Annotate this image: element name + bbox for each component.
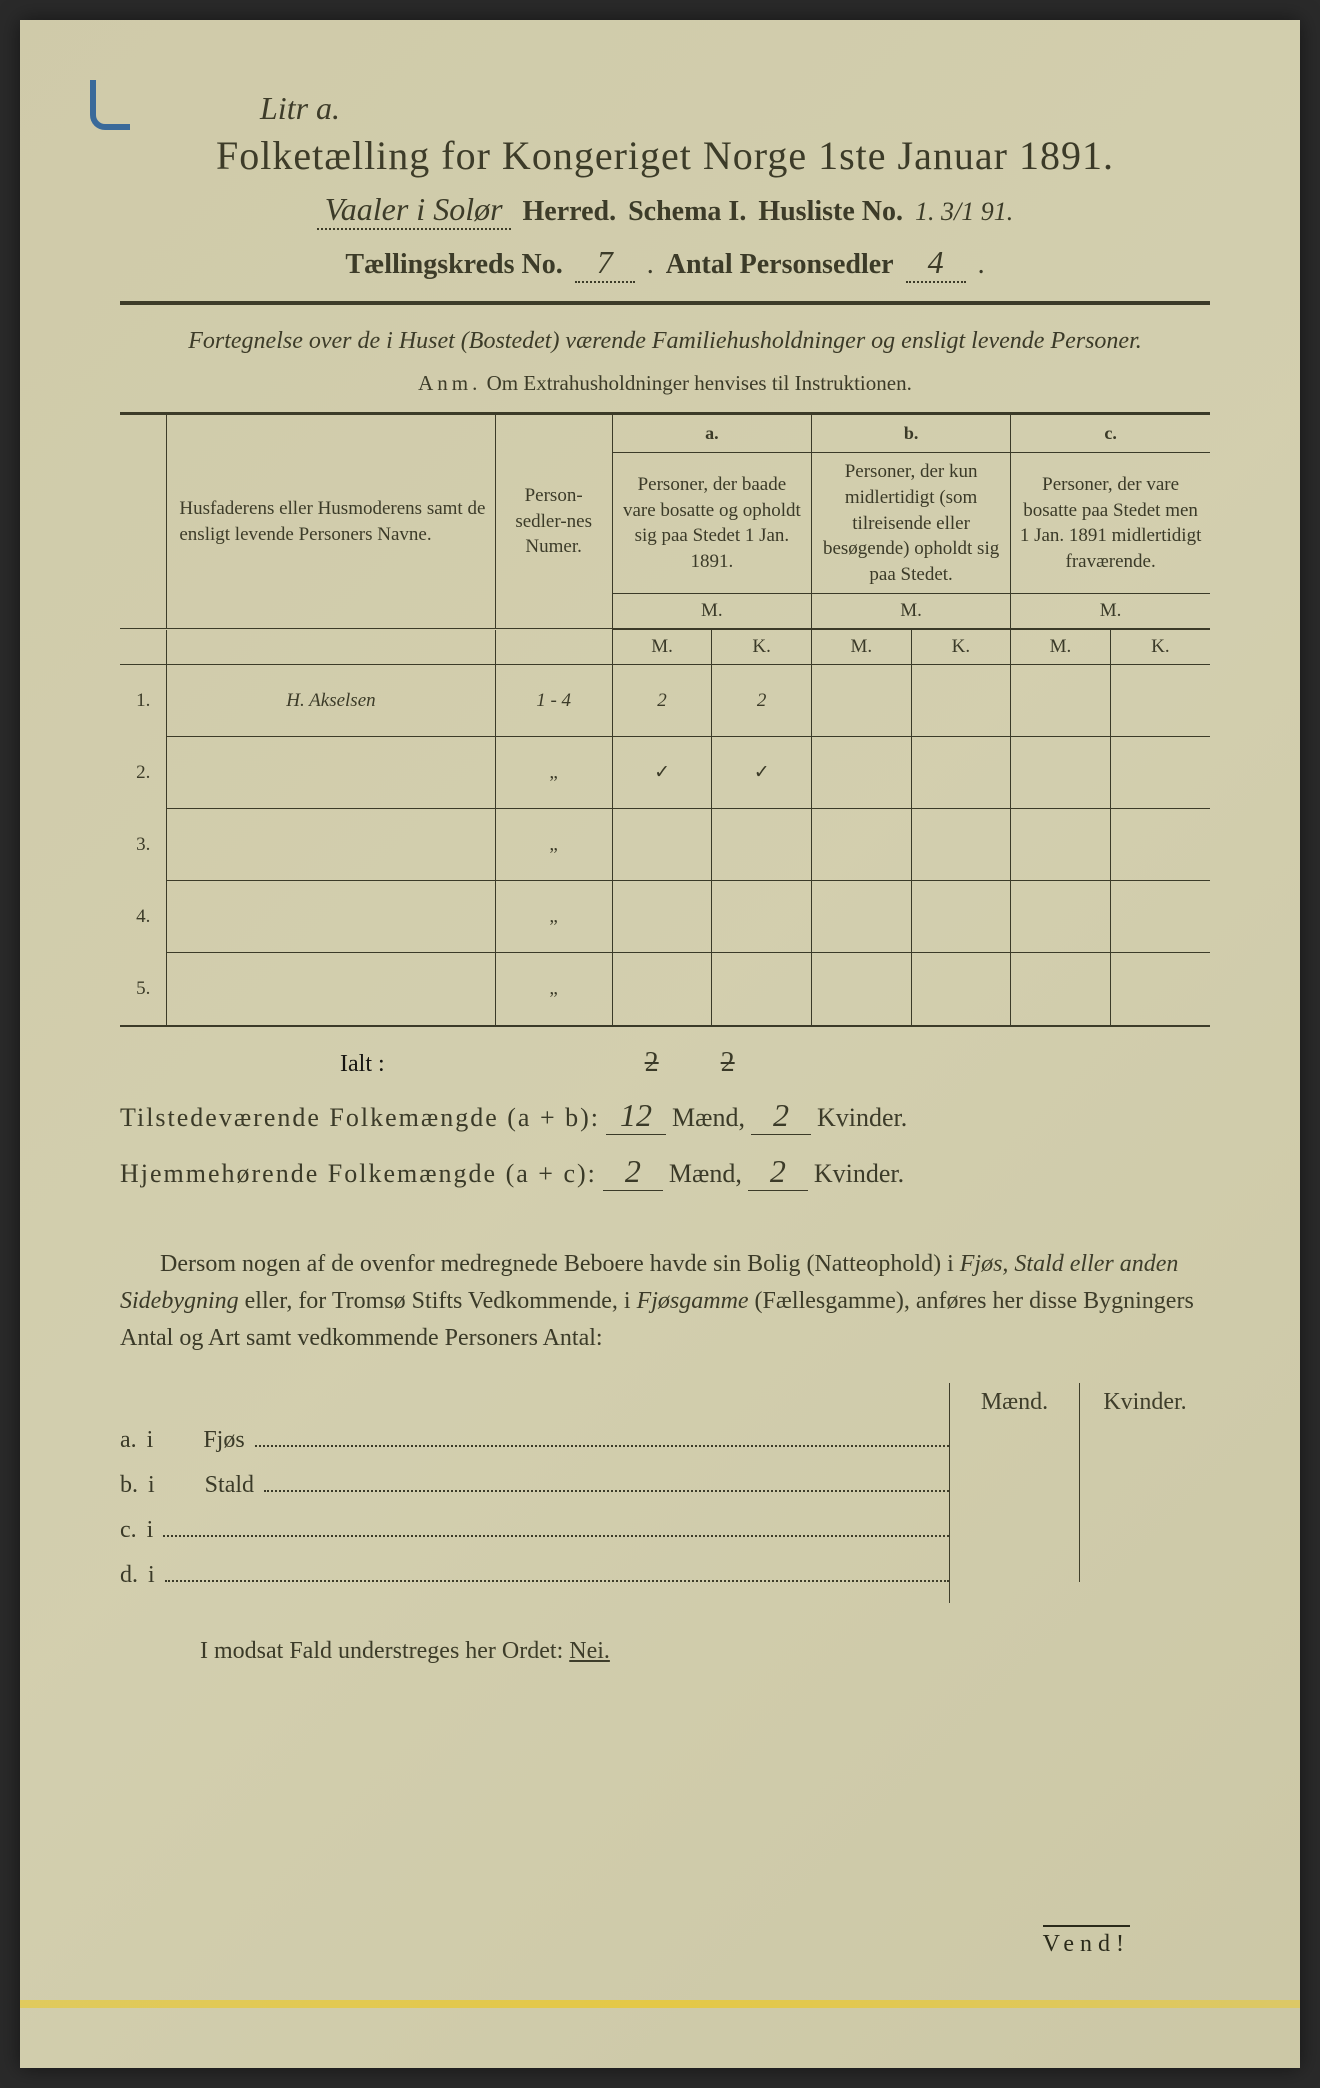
c-k: K. <box>1110 630 1210 665</box>
dots <box>255 1423 949 1447</box>
dots <box>264 1468 949 1492</box>
col2-header: Person-sedler-nes Numer. <box>495 414 612 629</box>
anm-label: Anm. <box>418 371 481 395</box>
table-row: 4. „ <box>120 881 1210 953</box>
summary1-m: 12 <box>606 1097 666 1135</box>
sub-title: Fortegnelse over de i Huset (Bostedet) v… <box>120 325 1210 359</box>
col-a-letter: a. <box>612 414 811 453</box>
vend-label: Vend! <box>1043 1925 1130 1958</box>
schema-label: Schema I. <box>628 196 746 228</box>
header-line-2: Tællingskreds No. 7 . Antal Personsedler… <box>120 244 1210 283</box>
main-table-wrapper: Husfaderens eller Husmoderens samt de en… <box>120 412 1210 1027</box>
yellow-highlight <box>20 2000 1300 2008</box>
col-c-letter: c. <box>1011 414 1210 453</box>
c-k-val <box>1110 665 1210 737</box>
summary2-m: 2 <box>603 1153 663 1191</box>
a-k-val: 2 <box>712 665 812 737</box>
sb-row-b: b. i Stald <box>120 1468 949 1499</box>
b-k: K. <box>911 630 1011 665</box>
sb-header: Mænd. Kvinder. <box>950 1383 1210 1422</box>
a-m: M. <box>612 630 712 665</box>
census-document: Litr a. Folketælling for Kongeriget Norg… <box>20 20 1300 2068</box>
ialt-k: 2 <box>721 1047 735 1078</box>
husliste-value: 1. 3/1 91. <box>915 197 1013 227</box>
b-m-label: M. <box>811 594 1010 629</box>
a-m-label: M. <box>612 594 811 629</box>
header-line-1: Vaaler i Solør Herred. Schema I. Huslist… <box>120 191 1210 230</box>
a-m-val: 2 <box>612 665 712 737</box>
summary2-label: Hjemmehørende Folkemængde (a + c): <box>120 1159 597 1189</box>
sb-row-c: c. i <box>120 1513 949 1544</box>
sidebuilding-section: a. i Fjøs b. i Stald c. i d. i <box>120 1383 1210 1603</box>
sb-left: a. i Fjøs b. i Stald c. i d. i <box>120 1383 949 1603</box>
nei-prefix: I modsat Fald understreges her Ordet: <box>200 1638 563 1664</box>
c-m: M. <box>1011 630 1111 665</box>
main-table: Husfaderens eller Husmoderens samt de en… <box>120 414 1210 630</box>
antal-value: 4 <box>906 244 966 283</box>
nei-line: I modsat Fald understreges her Ordet: Ne… <box>120 1638 1210 1665</box>
col-b-letter: b. <box>811 414 1010 453</box>
sb-row-d: d. i <box>120 1558 949 1589</box>
ialt-m: 2 <box>645 1047 659 1078</box>
col-a-header: Personer, der baade vare bosatte og opho… <box>612 453 811 594</box>
anm-text: Om Extrahusholdninger henvises til Instr… <box>487 371 912 395</box>
dots <box>163 1513 949 1537</box>
sb-header-k: Kvinder. <box>1080 1383 1210 1422</box>
body-paragraph: Dersom nogen af de ovenfor medregnede Be… <box>120 1246 1210 1358</box>
table-row: 1. H. Akselsen 1 - 4 2 2 <box>120 665 1210 737</box>
main-title: Folketælling for Kongeriget Norge 1ste J… <box>120 132 1210 179</box>
antal-label: Antal Personsedler <box>666 249 894 281</box>
summary2-m-label: Mænd, <box>669 1159 742 1189</box>
nei-word: Nei. <box>569 1638 610 1664</box>
ialt-row: Ialt : 2 2 <box>120 1047 1210 1079</box>
sb-row-a: a. i Fjøs <box>120 1423 949 1454</box>
rule-1 <box>120 301 1210 305</box>
sb-label-a: Fjøs <box>203 1427 244 1454</box>
summary-1: Tilstedeværende Folkemængde (a + b): 12 … <box>120 1097 1210 1135</box>
herred-label: Herred. <box>523 196 617 228</box>
a-k: K. <box>712 630 812 665</box>
anm-line: Anm. Om Extrahusholdninger henvises til … <box>120 371 1210 396</box>
table-row: 2. „ ✓ ✓ <box>120 737 1210 809</box>
kreds-label: Tællingskreds No. <box>345 249 562 281</box>
summary-2: Hjemmehørende Folkemængde (a + c): 2 Mæn… <box>120 1153 1210 1191</box>
numer-cell: 1 - 4 <box>495 665 612 737</box>
summary1-k-label: Kvinder. <box>817 1103 907 1133</box>
ialt-label: Ialt : <box>340 1051 385 1078</box>
summary1-m-label: Mænd, <box>672 1103 745 1133</box>
husliste-label: Husliste No. <box>758 196 903 228</box>
sb-label-b: Stald <box>205 1472 254 1499</box>
name-cell: H. Akselsen <box>167 665 495 737</box>
table-row: 5. „ <box>120 953 1210 1025</box>
summary1-k: 2 <box>751 1097 811 1135</box>
col-b-header: Personer, der kun midlertidigt (som tilr… <box>811 453 1010 594</box>
table-row: 3. „ <box>120 809 1210 881</box>
sb-right: Mænd. Kvinder. <box>949 1383 1210 1603</box>
summary1-label: Tilstedeværende Folkemængde (a + b): <box>120 1103 600 1133</box>
blue-corner-mark <box>90 80 130 130</box>
col-c-header: Personer, der vare bosatte paa Stedet me… <box>1011 453 1210 594</box>
col-rownum <box>120 414 167 629</box>
b-m: M. <box>811 630 911 665</box>
c-m-val <box>1011 665 1111 737</box>
main-table-mk: M. K. M. K. M. K. 1. H. Akselsen 1 - 4 2… <box>120 629 1210 1025</box>
c-m-label: M. <box>1011 594 1210 629</box>
col1-header: Husfaderens eller Husmoderens samt de en… <box>167 414 495 629</box>
sb-header-m: Mænd. <box>950 1383 1080 1422</box>
summary2-k-label: Kvinder. <box>814 1159 904 1189</box>
b-m-val <box>811 665 911 737</box>
top-annotation: Litr a. <box>120 90 1210 127</box>
summary2-k: 2 <box>748 1153 808 1191</box>
b-k-val <box>911 665 1011 737</box>
herred-value: Vaaler i Solør <box>317 191 511 230</box>
kreds-value: 7 <box>575 244 635 283</box>
dots <box>165 1558 949 1582</box>
